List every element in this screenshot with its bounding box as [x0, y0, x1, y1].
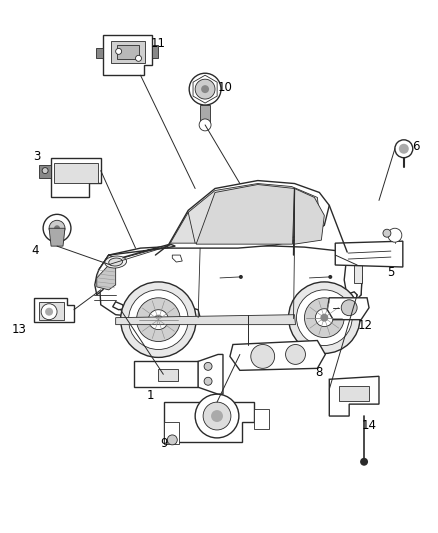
Polygon shape [327, 298, 369, 320]
Bar [200, 105, 210, 125]
Circle shape [203, 402, 231, 430]
Polygon shape [116, 314, 296, 325]
Circle shape [388, 228, 402, 242]
Circle shape [120, 282, 196, 358]
Bar [159, 369, 178, 381]
Polygon shape [335, 241, 403, 267]
Polygon shape [103, 36, 152, 75]
Circle shape [199, 119, 211, 131]
Circle shape [211, 410, 223, 422]
Bar [111, 42, 145, 63]
Circle shape [116, 49, 122, 54]
Circle shape [135, 55, 141, 61]
Circle shape [383, 229, 391, 237]
Polygon shape [51, 158, 101, 197]
Circle shape [189, 73, 221, 105]
Polygon shape [164, 402, 254, 442]
Text: 4: 4 [32, 244, 39, 256]
Text: 13: 13 [12, 323, 27, 336]
Circle shape [54, 225, 60, 231]
Polygon shape [96, 49, 103, 58]
Bar [254, 409, 268, 429]
Circle shape [195, 394, 239, 438]
Text: 3: 3 [33, 150, 41, 163]
Circle shape [45, 308, 53, 316]
Polygon shape [49, 228, 65, 246]
Polygon shape [134, 361, 198, 387]
Polygon shape [344, 252, 362, 308]
Polygon shape [99, 245, 362, 320]
Text: 1: 1 [147, 389, 154, 402]
Polygon shape [172, 255, 182, 262]
Polygon shape [152, 45, 159, 58]
Circle shape [49, 220, 65, 236]
Circle shape [399, 144, 409, 154]
Ellipse shape [105, 256, 127, 268]
Circle shape [204, 362, 212, 370]
Circle shape [167, 435, 177, 445]
Text: 12: 12 [357, 319, 373, 332]
Text: 8: 8 [316, 366, 323, 379]
Circle shape [328, 275, 332, 279]
Polygon shape [196, 184, 294, 244]
Circle shape [297, 290, 352, 345]
Polygon shape [113, 302, 200, 320]
Text: 14: 14 [361, 419, 377, 432]
Polygon shape [294, 189, 324, 244]
Circle shape [341, 300, 357, 316]
Polygon shape [99, 244, 175, 270]
Circle shape [304, 298, 344, 337]
Circle shape [251, 344, 275, 368]
Circle shape [204, 377, 212, 385]
Circle shape [195, 79, 215, 99]
Text: 5: 5 [387, 266, 395, 279]
Circle shape [42, 168, 48, 174]
Text: 11: 11 [151, 37, 166, 50]
Circle shape [201, 85, 209, 93]
Bar [354, 265, 362, 283]
Circle shape [41, 304, 57, 320]
Circle shape [129, 290, 188, 350]
Polygon shape [39, 165, 51, 177]
Bar [39, 302, 64, 320]
Ellipse shape [109, 258, 123, 266]
Circle shape [137, 298, 180, 342]
Polygon shape [95, 255, 116, 295]
Polygon shape [329, 376, 379, 416]
Bar [54, 163, 98, 182]
Circle shape [320, 314, 328, 321]
Circle shape [148, 310, 168, 329]
Bar [117, 45, 138, 59]
Circle shape [239, 275, 243, 279]
Polygon shape [34, 298, 74, 321]
Circle shape [315, 309, 333, 327]
Text: 10: 10 [218, 80, 233, 94]
Polygon shape [293, 292, 357, 316]
Bar [339, 386, 369, 401]
Bar [164, 422, 179, 444]
Circle shape [153, 314, 163, 325]
Polygon shape [230, 341, 325, 370]
Polygon shape [162, 181, 329, 248]
Text: 6: 6 [412, 140, 420, 154]
Circle shape [395, 140, 413, 158]
Circle shape [289, 282, 360, 353]
Polygon shape [198, 354, 223, 394]
Circle shape [43, 214, 71, 242]
Polygon shape [170, 183, 319, 243]
Circle shape [286, 344, 305, 365]
Text: 9: 9 [161, 438, 168, 450]
Circle shape [360, 458, 368, 466]
Polygon shape [97, 265, 116, 290]
